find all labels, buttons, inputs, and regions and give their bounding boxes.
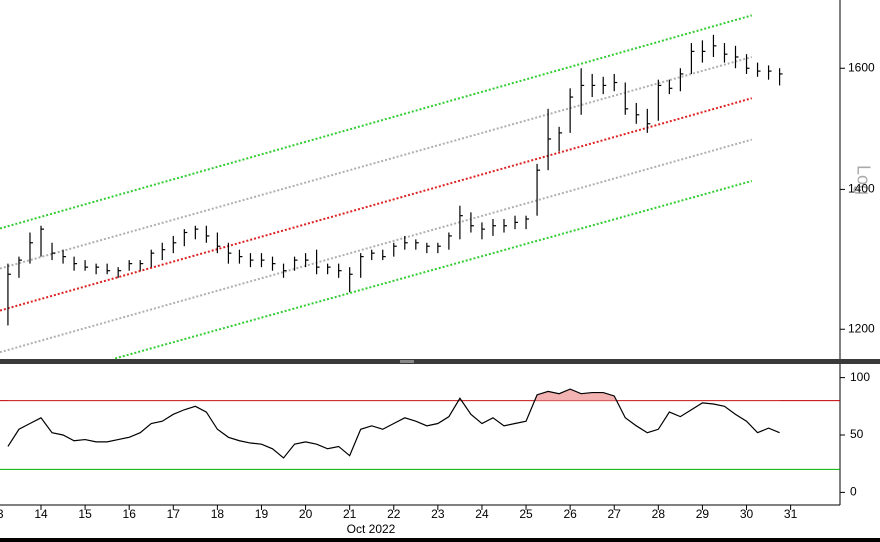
channel-line bbox=[0, 138, 753, 354]
x-tick-label: 24 bbox=[475, 507, 489, 521]
x-tick-label: 26 bbox=[563, 507, 577, 521]
price-panel bbox=[0, 14, 783, 360]
y-tick-label: 0 bbox=[850, 485, 857, 499]
x-axis-label: Oct 2022 bbox=[347, 522, 396, 536]
x-tick-label: 22 bbox=[387, 507, 401, 521]
x-tick-label: 15 bbox=[78, 507, 92, 521]
x-tick-label: 18 bbox=[211, 507, 225, 521]
separator-handle bbox=[400, 360, 414, 363]
x-tick-label: 16 bbox=[123, 507, 137, 521]
y-axis-label: Log bbox=[853, 165, 873, 195]
x-tick-label: 29 bbox=[696, 507, 710, 521]
x-tick-label: 23 bbox=[431, 507, 445, 521]
x-tick-label: 28 bbox=[652, 507, 666, 521]
x-tick-label: 31 bbox=[784, 507, 798, 521]
channel-line bbox=[0, 14, 753, 230]
channel-line bbox=[0, 56, 753, 270]
y-tick-label: 1400 bbox=[848, 182, 875, 196]
indicator-panel bbox=[0, 388, 840, 470]
y-tick-label: 1200 bbox=[848, 321, 875, 335]
y-tick-label: 50 bbox=[850, 427, 864, 441]
panel-separator bbox=[0, 359, 880, 364]
x-tick-label: 27 bbox=[608, 507, 622, 521]
indicator-line bbox=[7, 388, 780, 459]
x-tick-label: 30 bbox=[740, 507, 754, 521]
channel-line bbox=[0, 97, 753, 312]
y-tick-label: 1600 bbox=[848, 60, 875, 74]
y-tick-label: 100 bbox=[850, 370, 870, 384]
axes: 1200 1400 1600 0 50 100 13 14 15 16 17 18 19 20 21 22 23… bbox=[0, 60, 875, 521]
x-tick-label: 19 bbox=[255, 507, 269, 521]
x-tick-label: 25 bbox=[519, 507, 533, 521]
x-tick-label: 17 bbox=[167, 507, 181, 521]
x-tick-label: 21 bbox=[343, 507, 357, 521]
channel-line bbox=[114, 180, 753, 360]
x-tick-label: 14 bbox=[34, 507, 48, 521]
x-tick-label: 20 bbox=[299, 507, 313, 521]
bottom-border bbox=[0, 538, 880, 542]
x-tick-label: 13 bbox=[0, 507, 4, 521]
